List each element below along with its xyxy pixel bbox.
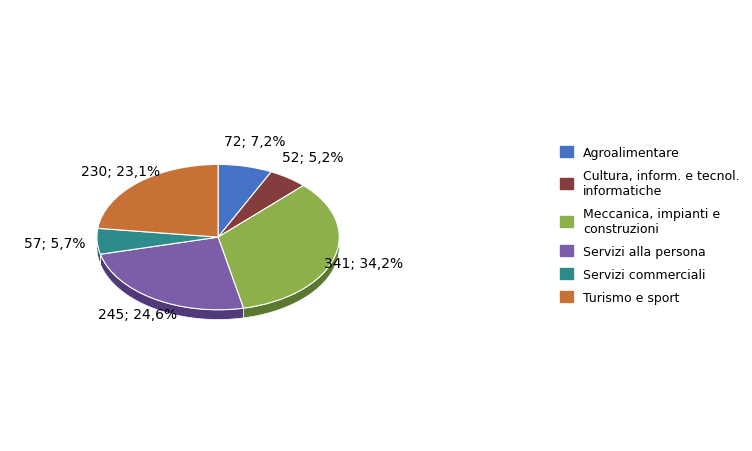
Text: 245; 24,6%: 245; 24,6% — [98, 308, 177, 322]
Wedge shape — [218, 165, 271, 238]
Text: 52; 5,2%: 52; 5,2% — [282, 151, 344, 165]
Wedge shape — [218, 186, 339, 308]
Wedge shape — [218, 172, 303, 238]
Polygon shape — [97, 229, 100, 264]
Text: 230; 23,1%: 230; 23,1% — [80, 164, 159, 178]
Polygon shape — [244, 186, 339, 318]
Text: 341; 34,2%: 341; 34,2% — [324, 256, 403, 270]
Wedge shape — [98, 165, 218, 238]
Text: 57; 5,7%: 57; 5,7% — [24, 236, 86, 250]
Polygon shape — [218, 165, 271, 182]
Wedge shape — [97, 229, 218, 255]
Polygon shape — [271, 172, 303, 196]
Polygon shape — [98, 165, 218, 239]
Wedge shape — [100, 238, 244, 310]
Legend: Agroalimentare, Cultura, inform. e tecnol.
informatiche, Meccanica, impianti e
c: Agroalimentare, Cultura, inform. e tecno… — [554, 140, 746, 311]
Text: 72; 7,2%: 72; 7,2% — [224, 135, 286, 149]
Polygon shape — [100, 255, 244, 320]
